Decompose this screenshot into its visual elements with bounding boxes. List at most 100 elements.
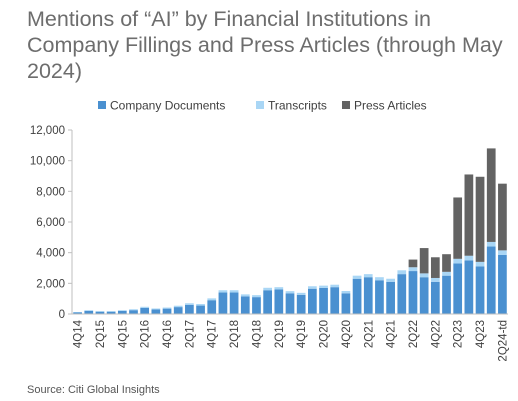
bar-transcripts-4q19 bbox=[296, 292, 306, 295]
bar-transcripts-2q17 bbox=[185, 303, 194, 305]
x-axis: 4Q14 2Q15 4Q15 2Q16 4Q16 2Q17 4Q17 2Q18 4Q18 2Q19… bbox=[72, 313, 509, 362]
bar-company-documents-3q16 bbox=[151, 309, 161, 314]
bar-company-documents-4q21 bbox=[386, 281, 395, 314]
x-tick-label: 2Q20 bbox=[319, 320, 331, 348]
bar-transcripts-1q16 bbox=[129, 309, 138, 311]
bar-transcripts-1q15 bbox=[84, 310, 94, 311]
bar-company-documents-2q21 bbox=[363, 277, 373, 314]
y-tick-label: 10,000 bbox=[30, 156, 65, 168]
y-tick-label: 0 bbox=[59, 309, 65, 321]
legend: Company Documents Transcripts Press Articl… bbox=[98, 99, 427, 113]
bar-company-documents-3q22 bbox=[419, 277, 429, 314]
bar-transcripts-4q21 bbox=[386, 278, 395, 282]
x-tick-label: 2Q24-td bbox=[497, 320, 509, 362]
bar-transcripts-1q17 bbox=[173, 305, 183, 308]
bar-transcripts-3q16 bbox=[151, 308, 161, 310]
bar-transcripts-2q22 bbox=[408, 267, 418, 272]
bar-company-documents-4q17 bbox=[207, 300, 217, 314]
bar-company-documents-1q22 bbox=[397, 274, 407, 314]
y-tick-label: 8,000 bbox=[36, 186, 65, 198]
bar-company-documents-3q15 bbox=[106, 311, 116, 314]
x-tick-label: 2Q18 bbox=[229, 320, 241, 348]
bar-press-articles-1q23 bbox=[442, 254, 451, 272]
y-tick-label: 2,000 bbox=[36, 278, 65, 290]
x-tick-label: 4Q14 bbox=[73, 319, 85, 348]
bar-company-documents-4q20 bbox=[341, 293, 351, 314]
bar-transcripts-1q21 bbox=[352, 275, 362, 279]
bar-press-articles-2q22 bbox=[408, 259, 418, 268]
bar-transcripts-4q18 bbox=[252, 295, 261, 298]
bar-company-documents-2q20 bbox=[319, 287, 328, 314]
x-tick-label: 2Q19 bbox=[274, 320, 286, 348]
bar-company-documents-1q23 bbox=[442, 275, 451, 314]
legend-label-transcripts: Transcripts bbox=[268, 99, 327, 113]
x-tick-label: 2Q15 bbox=[95, 320, 107, 348]
y-axis: 0 2,000 4,000 6,000 8,000 10,000 12,000 bbox=[30, 125, 73, 321]
bar-transcripts-2q21 bbox=[363, 274, 373, 278]
bar-press-articles-3q23 bbox=[464, 174, 474, 256]
chart-title-line-1: Mentions of “AI” by Financial Institutio… bbox=[27, 7, 431, 31]
bar-company-documents-1q19 bbox=[263, 290, 272, 314]
bars bbox=[73, 148, 507, 314]
bar-company-documents-1q17 bbox=[173, 307, 183, 314]
x-tick-label: 4Q16 bbox=[162, 320, 174, 348]
y-tick-label: 12,000 bbox=[30, 125, 65, 137]
bar-company-documents-1q15 bbox=[84, 310, 94, 314]
bar-transcripts-1q18 bbox=[218, 290, 228, 293]
bar-company-documents-1q24 bbox=[486, 246, 496, 314]
bar-company-documents-4q15 bbox=[117, 310, 127, 314]
chart-title: Mentions of “AI” by Financial Institutio… bbox=[27, 6, 507, 84]
x-tick-label: 4Q17 bbox=[207, 320, 219, 348]
bar-transcripts-4q17 bbox=[207, 298, 217, 301]
bar-transcripts-2q18 bbox=[229, 290, 239, 293]
x-tick-label: 2Q21 bbox=[363, 320, 375, 348]
x-tick-label: 2Q23 bbox=[453, 320, 465, 348]
bar-company-documents-1q18 bbox=[218, 292, 228, 314]
bar-company-documents-4q22 bbox=[430, 281, 440, 314]
bar-transcripts-3q15 bbox=[106, 311, 116, 312]
bar-transcripts-1q24 bbox=[486, 241, 496, 247]
chart-title-line-2: Company Fillings and Press Articles (thr… bbox=[27, 33, 503, 57]
bar-transcripts-4q23 bbox=[475, 261, 485, 267]
bar-company-documents-2q24-td bbox=[498, 254, 507, 314]
bar-company-documents-2q23 bbox=[453, 263, 463, 314]
bar-company-documents-2q19 bbox=[274, 289, 284, 314]
legend-label-company-documents: Company Documents bbox=[110, 99, 225, 113]
x-tick-label: 2Q16 bbox=[140, 320, 152, 348]
bar-company-documents-2q16 bbox=[140, 307, 150, 314]
bar-press-articles-2q23 bbox=[453, 197, 463, 259]
bar-company-documents-1q21 bbox=[352, 278, 362, 314]
bar-company-documents-1q16 bbox=[129, 310, 138, 314]
bar-transcripts-2q20 bbox=[319, 285, 328, 288]
bar-transcripts-2q24-td bbox=[498, 250, 507, 255]
bar-company-documents-4q19 bbox=[296, 294, 306, 314]
bar-press-articles-4q23 bbox=[475, 176, 485, 262]
bar-press-articles-3q22 bbox=[419, 248, 429, 274]
x-tick-label: 2Q22 bbox=[408, 320, 420, 348]
x-tick-label: 4Q22 bbox=[430, 320, 442, 348]
bar-transcripts-4q15 bbox=[117, 310, 127, 311]
bar-transcripts-3q23 bbox=[464, 255, 474, 261]
bar-press-articles-4q22 bbox=[430, 257, 440, 278]
bar-company-documents-3q23 bbox=[464, 260, 474, 314]
bar-transcripts-1q19 bbox=[263, 287, 272, 291]
bar-transcripts-2q23 bbox=[453, 258, 463, 264]
bar-company-documents-2q15 bbox=[95, 311, 105, 314]
legend-swatch-transcripts bbox=[256, 101, 264, 109]
bar-transcripts-2q15 bbox=[95, 311, 105, 312]
bar-company-documents-4q23 bbox=[475, 266, 485, 314]
bar-company-documents-1q20 bbox=[308, 288, 317, 314]
x-tick-label: 4Q19 bbox=[296, 320, 308, 348]
y-tick-label: 6,000 bbox=[36, 217, 65, 229]
bar-company-documents-2q17 bbox=[185, 304, 194, 314]
bar-press-articles-2q24-td bbox=[498, 183, 507, 251]
bar-transcripts-3q19 bbox=[285, 291, 295, 294]
x-tick-label: 4Q20 bbox=[341, 320, 353, 348]
x-tick-label: 2Q17 bbox=[184, 320, 196, 348]
legend-swatch-company-documents bbox=[98, 101, 106, 109]
bar-company-documents-4q18 bbox=[252, 297, 261, 314]
source-note: Source: Citi Global Insights bbox=[27, 384, 160, 396]
bar-company-documents-3q18 bbox=[240, 296, 250, 314]
bar-company-documents-3q20 bbox=[330, 287, 340, 314]
